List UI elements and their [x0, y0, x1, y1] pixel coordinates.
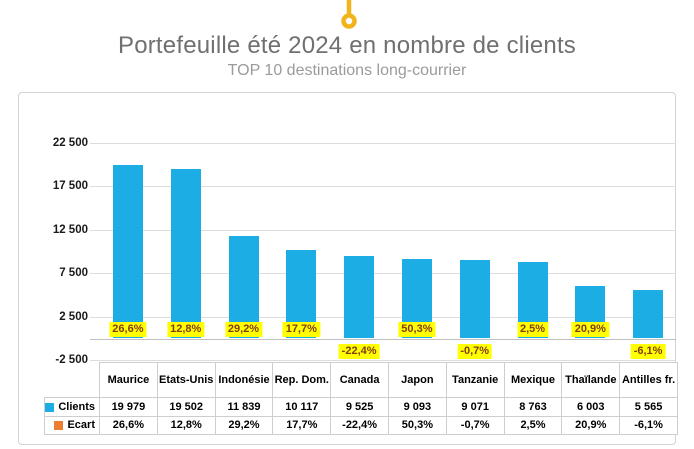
table-header-row: Maurice Etats-Unis Indonésie Rep. Dom. Canad… [45, 362, 678, 398]
y-axis-tick-label: 12 500 [52, 223, 88, 236]
gridline [90, 142, 676, 144]
value-cell: 9 525 [330, 397, 389, 417]
value-cell: 17,7% [272, 416, 332, 435]
category-header-cell: Antilles fr. [619, 362, 678, 398]
bar-Canada [344, 255, 375, 339]
pin-icon [338, 0, 360, 32]
value-cell: 2,5% [503, 416, 563, 435]
legend-swatch-icon [54, 421, 64, 430]
y-axis-tick-label: 22 500 [52, 136, 88, 149]
ecart-label: -0,7% [457, 343, 493, 359]
value-cell: 19 502 [156, 397, 216, 417]
y-axis-tick-label: 17 500 [52, 180, 88, 193]
gridline [90, 360, 676, 362]
value-cell: 9 071 [445, 397, 505, 417]
category-header-cell: Japon [387, 362, 447, 398]
ecart-label: 29,2% [224, 321, 263, 337]
category-header-cell: Etats-Unis [156, 362, 216, 398]
plot-gridlines [19, 93, 676, 444]
value-cell: 9 093 [387, 397, 447, 417]
ecart-label: 12,8% [167, 321, 205, 337]
value-cell: 29,2% [214, 416, 274, 435]
bar-Tanzanie [459, 259, 490, 339]
ecart-label: 17,7% [282, 321, 320, 337]
table-row-ecart: Ecart 26,6% 12,8% 29,2% 17,7% -22,4% 50,3% -0,7… [44, 416, 678, 435]
gridline [90, 186, 676, 188]
bar-Etats-Unis [170, 168, 201, 339]
value-cell: 6 003 [561, 397, 621, 417]
category-header-cell: Canada [330, 362, 389, 398]
value-cell: 8 763 [503, 397, 563, 417]
legend-cell-ecart: Ecart [44, 416, 100, 435]
y-axis: 22 500 17 500 12 500 7 500 2 500 -2 500 [19, 93, 675, 444]
value-cell: 26,6% [99, 416, 158, 435]
legend-cell-clients: Clients [44, 397, 100, 417]
legend-swatch-icon [45, 402, 55, 412]
category-header-cell: Mexique [503, 362, 563, 398]
x-axis-line [90, 338, 676, 340]
chart-card: 22 500 17 500 12 500 7 500 2 500 -2 500 26,6%… [18, 92, 678, 445]
bar-Indonésie [228, 235, 259, 339]
value-cell: 19 979 [99, 397, 158, 417]
gridline [90, 316, 676, 318]
value-cell: 11 839 [214, 397, 274, 417]
ecart-label: 2,5% [516, 321, 549, 337]
chart-title: Portefeuille été 2024 en nombre de clien… [117, 32, 577, 59]
value-cell: 12,8% [156, 416, 216, 435]
value-cell: -6,1% [619, 416, 678, 435]
value-cell: 20,9% [561, 416, 621, 435]
value-cell: 50,3% [387, 416, 447, 435]
category-header-cell: Tanzanie [445, 362, 505, 398]
table-row-clients: Clients 19 979 19 502 11 839 10 117 9 525 9 09… [44, 397, 678, 417]
y-axis-tick-label: 2 500 [59, 310, 88, 323]
legend-series-name: Clients [58, 400, 95, 413]
y-axis-tick-label: -2 500 [55, 354, 88, 367]
category-header-cell: Indonésie [214, 362, 274, 398]
ecart-label: -22,4% [338, 343, 380, 359]
value-cell: 10 117 [272, 397, 332, 417]
value-cell: 5 565 [619, 397, 678, 417]
value-cell: -22,4% [330, 416, 389, 435]
ecart-label: -6,1% [630, 343, 666, 359]
chart-subtitle: TOP 10 destinations long-courrier [227, 62, 467, 79]
ecart-label: 20,9% [571, 321, 609, 337]
bar-Maurice [112, 164, 143, 339]
category-header-cell: Thaïlande [561, 362, 621, 398]
y-axis-tick-label: 7 500 [59, 267, 88, 280]
category-header-cell: Maurice [99, 362, 158, 398]
table-corner-cell [45, 363, 100, 398]
gridline [90, 229, 676, 231]
ecart-label: 50,3% [398, 321, 436, 337]
gridline [90, 273, 676, 275]
data-table: Maurice Etats-Unis Indonésie Rep. Dom. Canad… [44, 362, 678, 435]
ecart-data-labels: 26,6% 12,8% 29,2% 17,7% -22,4% 50,3% -0,7% 2,5%… [19, 93, 675, 444]
legend-series-name: Ecart [67, 419, 95, 431]
ecart-label: 26,6% [109, 321, 147, 337]
bar-Antilles fr. [633, 290, 664, 339]
category-header-cell: Rep. Dom. [272, 362, 332, 398]
value-cell: -0,7% [445, 416, 505, 435]
